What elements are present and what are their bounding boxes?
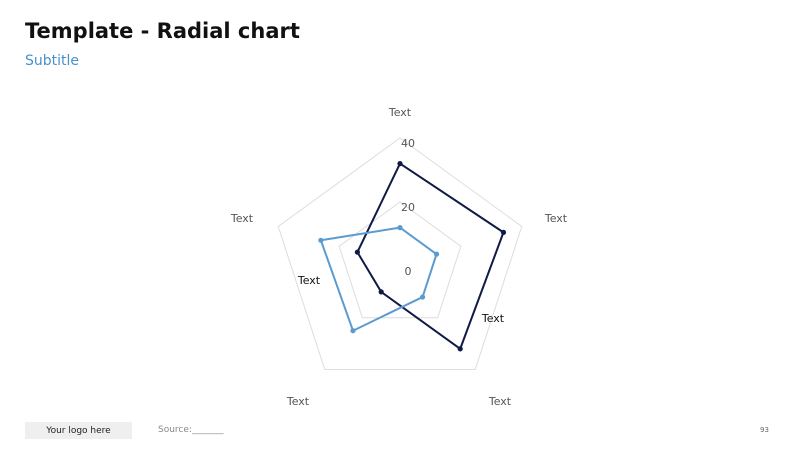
category-label: Text: [388, 106, 412, 119]
data-point: [354, 249, 360, 255]
series-line: [319, 226, 438, 332]
annotation-label: Text: [297, 274, 321, 287]
chart-annotations: Text Text: [297, 274, 505, 325]
series-line: [356, 162, 505, 350]
radial-tick-labels: 0 20 40: [401, 137, 415, 278]
data-point: [397, 161, 403, 167]
data-point: [318, 237, 324, 243]
category-label: Text: [488, 395, 512, 408]
grid-ring: [277, 137, 523, 371]
source-label: Source:_______: [158, 425, 224, 435]
radar-grid: [277, 137, 523, 371]
data-point: [500, 229, 507, 235]
series-2: [318, 225, 440, 334]
data-point: [457, 346, 463, 352]
category-label: Text: [286, 395, 310, 408]
data-point: [350, 328, 356, 334]
radial-tick-label: 0: [405, 265, 412, 278]
annotation-label: Text: [481, 312, 505, 325]
grid-ring: [338, 201, 462, 319]
category-label: Text: [544, 212, 568, 225]
radial-tick-label: 20: [401, 201, 415, 214]
radial-tick-label: 40: [401, 137, 415, 150]
data-point: [419, 294, 426, 300]
logo-placeholder: Your logo here: [25, 422, 132, 439]
data-point: [397, 225, 403, 231]
data-point: [378, 289, 384, 295]
page-number: 93: [760, 426, 769, 434]
page-subtitle: Subtitle: [25, 53, 80, 69]
category-labels: Text Text Text Text Text: [230, 106, 568, 408]
category-label: Text: [230, 212, 254, 225]
data-point: [433, 251, 440, 257]
series-1: [354, 161, 507, 352]
radar-series: [318, 161, 507, 352]
page-title: Template - Radial chart: [25, 19, 300, 43]
